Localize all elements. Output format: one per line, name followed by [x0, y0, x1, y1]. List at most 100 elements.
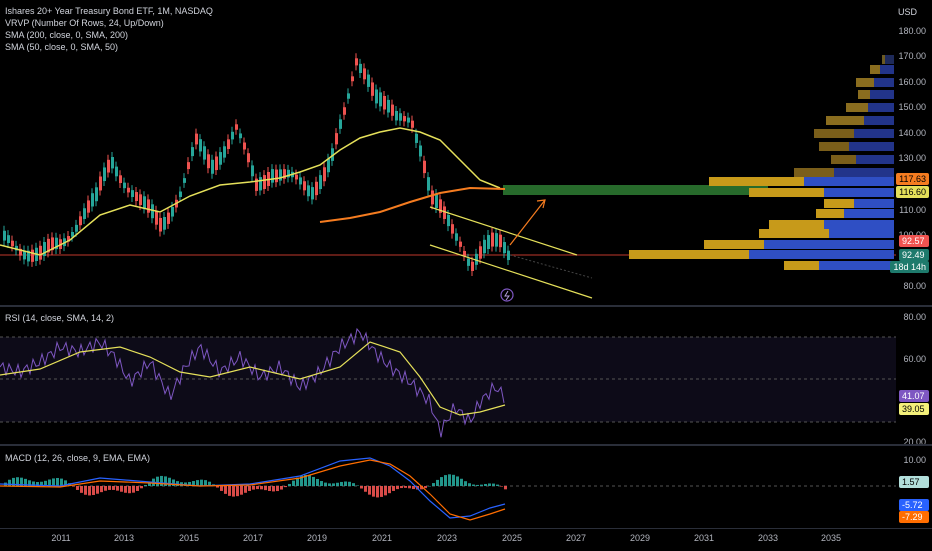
macd-histogram-bar — [360, 486, 363, 489]
currency-label[interactable]: USD — [897, 7, 917, 17]
macd-histogram-bar — [272, 486, 275, 492]
macd-histogram-bar — [56, 477, 59, 486]
price-candle — [395, 110, 398, 121]
macd-histogram-bar — [368, 486, 371, 495]
price-candle — [443, 206, 446, 219]
price-candle — [159, 217, 162, 232]
macd-histogram-bar — [228, 486, 231, 496]
rsi-legend[interactable]: RSI (14, close, SMA, 14, 2) — [5, 313, 115, 323]
rsi-panel[interactable]: RSI (14, close, SMA, 14, 2) 80.00 60.00 … — [0, 307, 932, 447]
price-candle — [471, 261, 474, 271]
time-axis[interactable]: 2011 2013 2015 2017 2019 2021 2023 2025 … — [0, 528, 932, 551]
volume-profile-down-bar — [824, 199, 854, 208]
macd-histogram-bar — [316, 478, 319, 486]
price-candle — [27, 250, 30, 262]
macd-histogram-bar — [32, 481, 35, 486]
macd-histogram-bar — [268, 486, 271, 491]
macd-tick: 10.00 — [903, 455, 926, 465]
macd-histogram-bar — [224, 486, 227, 494]
macd-histogram-bar — [264, 486, 267, 491]
volume-profile-up-bar — [804, 177, 894, 186]
price-candle — [191, 147, 194, 157]
time-tick: 2013 — [113, 533, 135, 543]
macd-histogram-bar — [96, 486, 99, 494]
macd-legend[interactable]: MACD (12, 26, close, 9, EMA, EMA) — [5, 453, 151, 463]
macd-histogram-bar — [304, 474, 307, 486]
macd-histogram-bar — [276, 486, 279, 492]
rsi-chart[interactable] — [0, 307, 932, 444]
volume-profile-down-bar — [629, 250, 749, 259]
time-tick: 2023 — [436, 533, 458, 543]
price-candle — [131, 190, 134, 198]
price-candle — [351, 76, 354, 82]
price-candle — [171, 206, 174, 217]
price-chart[interactable] — [0, 0, 932, 305]
macd-histogram-bar — [64, 480, 67, 486]
price-candle — [419, 145, 422, 157]
macd-histogram-bar — [236, 486, 239, 497]
price-candle — [195, 133, 198, 145]
price-candle — [335, 133, 338, 145]
price-candle — [83, 208, 86, 219]
rsi-tick: 80.00 — [903, 312, 926, 322]
macd-histogram-bar — [436, 479, 439, 486]
macd-histogram-bar — [220, 486, 223, 491]
price-candle — [139, 194, 142, 206]
volume-profile-up-bar — [849, 142, 894, 151]
price-candle — [227, 139, 230, 149]
price-candle — [367, 74, 370, 87]
close-price-badge: 92.57 — [899, 235, 929, 247]
price-candle — [115, 166, 118, 177]
price-tick: 160.00 — [898, 77, 926, 87]
macd-histogram-bar — [40, 481, 43, 486]
macd-histogram-bar — [248, 486, 251, 491]
price-candle — [143, 196, 146, 209]
price-tick: 150.00 — [898, 102, 926, 112]
channel-upper-line — [429, 206, 578, 256]
price-candle — [91, 193, 94, 207]
macd-histogram-bar — [252, 486, 255, 490]
pane-separator[interactable] — [0, 305, 932, 307]
price-candle — [47, 238, 50, 253]
macd-histogram-bar — [472, 484, 475, 486]
macd-histogram-bar — [100, 486, 103, 493]
macd-histogram-bar — [128, 486, 131, 494]
price-candle — [491, 232, 494, 247]
macd-histogram-bar — [24, 478, 27, 486]
price-candle — [71, 231, 74, 237]
price-candle — [55, 237, 58, 250]
price-candle — [311, 187, 314, 200]
volume-profile-up-bar — [844, 209, 894, 218]
symbol-title[interactable]: Ishares 20+ Year Treasury Bond ETF, 1M, … — [5, 6, 213, 16]
price-candle — [259, 177, 262, 191]
volume-profile-down-bar — [759, 229, 829, 238]
price-candle — [387, 99, 390, 113]
price-panel[interactable]: Ishares 20+ Year Treasury Bond ETF, 1M, … — [0, 0, 932, 305]
time-tick: 2035 — [820, 533, 842, 543]
macd-histogram-bar — [112, 486, 115, 490]
price-candle — [423, 160, 426, 174]
price-candle — [263, 175, 266, 189]
macd-chart[interactable] — [0, 446, 932, 528]
pane-separator[interactable] — [0, 444, 932, 446]
price-candle — [379, 92, 382, 107]
sma200-legend[interactable]: SMA (200, close, 0, SMA, 200) — [5, 30, 129, 40]
macd-histogram-bar — [76, 486, 79, 490]
macd-histogram-bar — [364, 486, 367, 492]
vrvp-legend[interactable]: VRVP (Number Of Rows, 24, Up/Down) — [5, 18, 164, 28]
channel-lower-line — [429, 244, 593, 299]
macd-panel[interactable]: MACD (12, 26, close, 9, EMA, EMA) 10.00 … — [0, 446, 932, 528]
price-candle — [111, 157, 114, 169]
macd-histogram-bar — [44, 480, 47, 486]
volume-profile-down-bar — [846, 103, 868, 112]
price-candle — [79, 216, 82, 226]
macd-histogram-bar — [104, 486, 107, 491]
sma50-legend[interactable]: SMA (50, close, 0, SMA, 50) — [5, 42, 119, 52]
macd-histogram-bar — [144, 484, 147, 486]
volume-profile-down-bar — [749, 188, 824, 197]
price-candle — [87, 200, 90, 213]
price-candle — [507, 250, 510, 261]
price-candle — [11, 240, 14, 247]
sma200-badge: 117.63 — [896, 173, 929, 185]
macd-histogram-bar — [12, 477, 15, 486]
